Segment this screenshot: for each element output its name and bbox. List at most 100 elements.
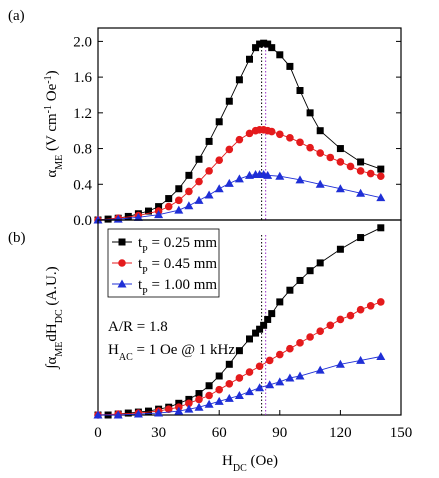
square-marker bbox=[286, 286, 294, 294]
square-marker bbox=[256, 325, 264, 333]
x-axis-label-part: H bbox=[222, 453, 233, 469]
square-marker bbox=[195, 155, 203, 163]
square-marker bbox=[316, 259, 324, 267]
square-marker bbox=[225, 360, 233, 368]
square-marker bbox=[316, 127, 324, 135]
circle-marker bbox=[185, 187, 193, 196]
legend-marker bbox=[118, 259, 126, 267]
square-marker bbox=[286, 62, 294, 70]
triangle-marker bbox=[113, 214, 123, 223]
legend-label-part: = 0.45 mm bbox=[148, 256, 218, 272]
square-marker bbox=[306, 267, 314, 275]
panel-label: (a) bbox=[8, 8, 25, 24]
series-line bbox=[97, 174, 381, 221]
annotation: HAC = 1 Oe @ 1 kHz bbox=[108, 342, 235, 363]
legend-label-part: P bbox=[142, 245, 148, 256]
square-marker bbox=[205, 137, 213, 145]
circle-marker bbox=[296, 339, 304, 347]
legend-label-part: P bbox=[142, 287, 148, 298]
triangle-marker bbox=[245, 387, 254, 396]
circle-marker bbox=[205, 391, 213, 400]
y-axis-label-part: ∫α bbox=[44, 356, 60, 369]
y-tick-label: 1.2 bbox=[73, 106, 92, 122]
circle-marker bbox=[267, 127, 276, 136]
circle-marker bbox=[356, 305, 365, 314]
x-tick-label: 0 bbox=[94, 425, 102, 441]
y-axis-label-part: -1 bbox=[43, 105, 54, 113]
square-marker bbox=[264, 315, 272, 323]
triangle-marker bbox=[335, 359, 345, 368]
y-axis-label-part: ) bbox=[44, 70, 60, 75]
panel-label: (b) bbox=[8, 230, 26, 246]
square-marker bbox=[336, 245, 344, 253]
square-marker bbox=[145, 407, 152, 415]
triangle-marker bbox=[224, 178, 234, 187]
circle-marker bbox=[255, 362, 264, 371]
triangle-marker bbox=[275, 377, 285, 386]
triangle-marker bbox=[174, 406, 184, 415]
square-marker bbox=[235, 76, 243, 84]
square-marker bbox=[185, 171, 193, 179]
y-tick-label: 2.0 bbox=[73, 34, 92, 50]
square-marker bbox=[268, 310, 276, 318]
circle-marker bbox=[306, 333, 314, 341]
square-marker bbox=[185, 395, 193, 403]
triangle-marker bbox=[194, 195, 204, 204]
triangle-marker bbox=[265, 380, 275, 389]
square-marker bbox=[306, 109, 314, 117]
circle-marker bbox=[356, 167, 365, 175]
square-marker bbox=[145, 207, 152, 215]
legend-label-part: t bbox=[138, 256, 143, 272]
annotation-part: = 1 Oe @ 1 kHz bbox=[133, 342, 236, 358]
plot-frame bbox=[97, 219, 402, 416]
circle-marker bbox=[366, 302, 375, 310]
circle-marker bbox=[316, 327, 325, 335]
legend-marker bbox=[117, 279, 127, 288]
triangle-marker bbox=[295, 175, 305, 184]
triangle-marker bbox=[315, 365, 325, 374]
legend-label-part: t bbox=[138, 235, 143, 251]
circle-marker bbox=[286, 134, 294, 142]
circle-marker bbox=[185, 399, 193, 408]
y-axis-label-part: (V cm bbox=[44, 113, 60, 155]
x-tick-label: 30 bbox=[151, 425, 166, 441]
square-marker bbox=[357, 158, 365, 166]
square-marker bbox=[252, 329, 260, 337]
square-marker bbox=[235, 347, 243, 355]
annotation: A/R = 1.8 bbox=[108, 319, 168, 335]
circle-marker bbox=[265, 356, 274, 365]
square-marker bbox=[264, 40, 272, 48]
x-axis-label: HDC (Oe) bbox=[222, 453, 278, 474]
legend-label-part: = 0.25 mm bbox=[148, 235, 218, 251]
circle-marker bbox=[366, 169, 375, 178]
square-marker bbox=[205, 382, 213, 390]
triangle-marker bbox=[174, 205, 184, 214]
circle-marker bbox=[346, 311, 355, 320]
circle-marker bbox=[245, 129, 254, 138]
triangle-marker bbox=[275, 171, 285, 180]
annotation-part: A/R = 1.8 bbox=[108, 319, 168, 335]
square-marker bbox=[260, 321, 268, 329]
circle-marker bbox=[286, 344, 294, 353]
circle-marker bbox=[326, 321, 335, 330]
triangle-marker bbox=[113, 410, 123, 419]
y-axis-label-part: -1 bbox=[43, 75, 54, 83]
y-tick-label: 0.8 bbox=[73, 142, 92, 158]
circle-marker bbox=[195, 177, 203, 186]
circle-marker bbox=[215, 385, 223, 394]
x-axis-label-part: DC bbox=[233, 463, 247, 474]
x-tick-label: 60 bbox=[212, 425, 227, 441]
square-marker bbox=[377, 165, 385, 173]
square-marker bbox=[276, 51, 284, 59]
x-tick-label: 150 bbox=[390, 425, 413, 441]
circle-marker bbox=[377, 172, 385, 181]
circle-marker bbox=[276, 350, 284, 359]
circle-marker bbox=[326, 153, 335, 162]
square-marker bbox=[215, 372, 223, 380]
triangle-marker bbox=[263, 170, 273, 179]
square-marker bbox=[336, 145, 344, 153]
square-marker bbox=[357, 234, 365, 242]
square-marker bbox=[165, 195, 173, 203]
triangle-marker bbox=[376, 352, 386, 360]
circle-marker bbox=[346, 162, 355, 171]
